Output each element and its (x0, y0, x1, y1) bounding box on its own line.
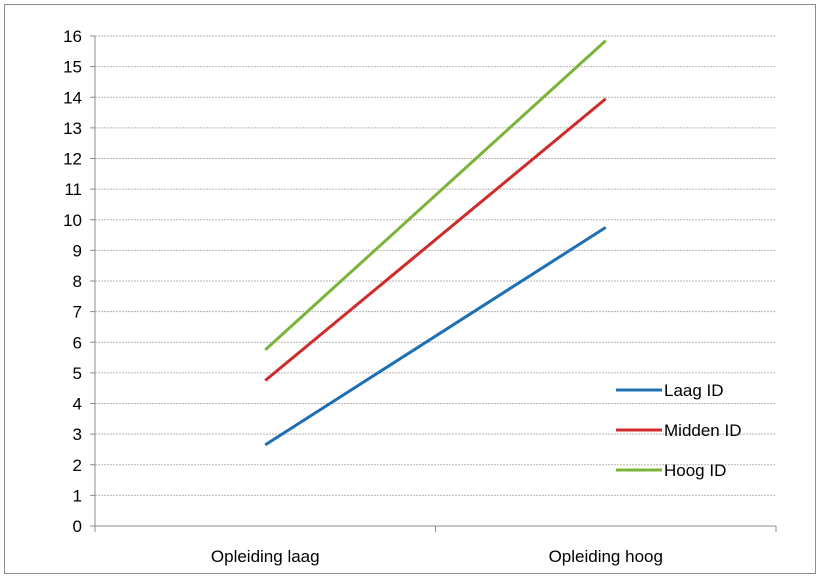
y-tick-label: 11 (64, 180, 82, 199)
legend: Laag ID Midden ID Hoog ID (616, 381, 741, 480)
y-tick-label: 15 (63, 58, 82, 77)
y-tick-label: 14 (63, 88, 82, 107)
series-line-2 (264, 39, 607, 352)
x-category-label: Opleiding hoog (549, 547, 663, 566)
gridlines (95, 35, 776, 496)
y-tick-label: 16 (63, 27, 82, 46)
chart-frame (4, 4, 816, 574)
y-tick-label: 5 (73, 364, 82, 383)
y-tick-label: 12 (63, 150, 82, 169)
axes (90, 35, 777, 532)
legend-label: Hoog ID (664, 461, 726, 480)
y-tick-label: 3 (73, 425, 82, 444)
y-tick-label: 7 (73, 303, 82, 322)
x-category-labels: Opleiding laag Opleiding hoog (211, 547, 663, 566)
x-category-label: Opleiding laag (211, 547, 320, 566)
y-tick-label: 2 (73, 456, 82, 475)
legend-label: Midden ID (664, 421, 741, 440)
y-tick-label: 8 (73, 272, 82, 291)
y-tick-label: 9 (73, 241, 82, 260)
y-tick-label: 1 (73, 486, 82, 505)
series-lines (264, 39, 607, 447)
y-tick-label: 6 (73, 333, 82, 352)
series-line-1 (264, 97, 607, 382)
legend-label: Laag ID (664, 381, 724, 400)
y-tick-label: 0 (73, 517, 82, 536)
y-tick-label: 10 (63, 211, 82, 230)
series-line-0 (264, 226, 607, 447)
y-tick-label: 13 (63, 119, 82, 138)
y-tick-label: 4 (73, 395, 82, 414)
